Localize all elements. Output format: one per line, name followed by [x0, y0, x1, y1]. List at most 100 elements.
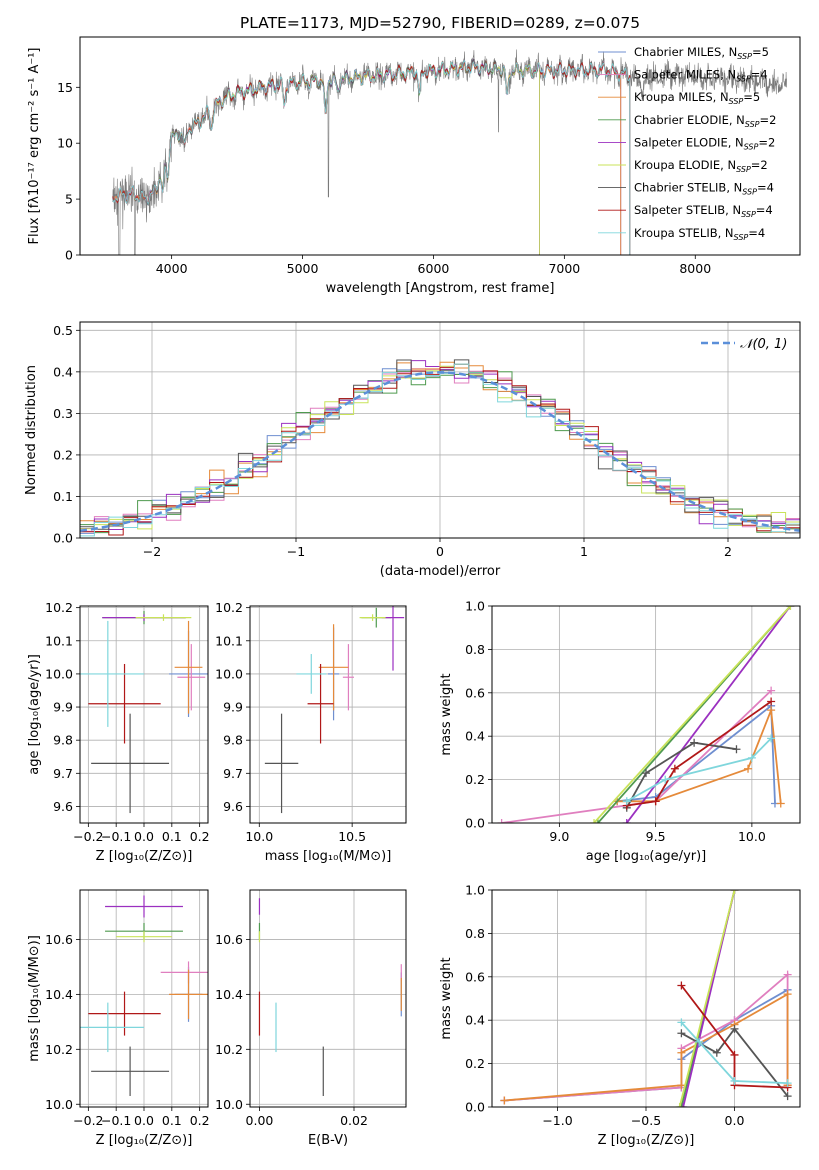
x-axis-label: E(B-V)	[308, 1133, 348, 1148]
x-tick-label: 10.0	[245, 829, 273, 844]
weight-line	[617, 709, 782, 804]
errorbar-point	[342, 644, 354, 711]
x-tick-label: −1.0	[542, 1113, 572, 1128]
weight-marker	[783, 1079, 792, 1088]
y-tick-label: 0.0	[465, 816, 485, 831]
axes-frame	[79, 889, 209, 1108]
plot-area-age-vs-mass	[250, 606, 406, 823]
y-tick-label: 10.2	[215, 1042, 243, 1057]
weight-marker	[783, 990, 792, 999]
weight-marker	[677, 1018, 686, 1027]
y-tick-label: 0.0	[465, 1100, 485, 1115]
weight-marker	[622, 819, 631, 823]
x-tick-label: 0.0	[134, 829, 154, 844]
weight-marker	[783, 970, 792, 979]
x-tick-label: 0.1	[162, 1113, 182, 1128]
y-tick-label: 9.8	[223, 733, 243, 748]
weight-marker	[744, 764, 753, 773]
x-axis-label: Z [log₁₀(Z/Z⊙)]	[598, 1133, 695, 1148]
errorbar-point	[135, 614, 192, 621]
weight-marker	[661, 775, 670, 784]
weight-marker	[500, 1096, 509, 1105]
y-tick-label: 0.3	[53, 406, 73, 421]
y-axis-label: mass [log₁₀(M/M⊙)]	[27, 935, 42, 1062]
legend-label-gauss: 𝒩(0, 1)	[740, 337, 787, 352]
x-tick-label: 0.2	[190, 829, 210, 844]
y-tick-label: 1.0	[465, 599, 485, 614]
errorbar-point	[91, 713, 170, 814]
weight-marker	[677, 1103, 686, 1107]
weight-marker	[622, 797, 631, 806]
weight-line	[625, 606, 792, 823]
axes-weight-vs-age: 9.0 9.5 10.0 0.0 0.2 0.4 0.6 0.8 1.0 age [log₁₀(a…	[439, 599, 801, 864]
weight-marker	[730, 1024, 739, 1033]
legend-label: Kroupa MILES, NSSP=5	[634, 90, 760, 106]
x-tick-label: 7000	[548, 261, 580, 276]
x-tick-label: −0.2	[73, 829, 103, 844]
y-tick-label: 9.7	[223, 766, 243, 781]
x-axis-label: age [log₁₀(age/yr)]	[586, 849, 707, 864]
legend-label: Chabrier ELODIE, NSSP=2	[634, 113, 776, 129]
plot-area-residuals	[80, 322, 800, 538]
axes-weight-vs-Z: −1.0 −0.5 0.0 0.0 0.2 0.4 0.6 0.8 1.0 Z [log₁₀(Z/…	[439, 883, 801, 1148]
x-tick-label: 0.00	[246, 1113, 274, 1128]
y-tick-label: 9.9	[223, 700, 243, 715]
weight-marker	[730, 1050, 739, 1059]
plot-area-mass-vs-EBV	[250, 890, 406, 1107]
y-tick-label: 0.2	[465, 772, 485, 787]
axes-frame	[249, 605, 407, 824]
y-tick-label: 10.0	[45, 666, 73, 681]
axes-frame	[491, 605, 801, 824]
x-tick-label: 6000	[418, 261, 450, 276]
y-tick-label: 10.1	[45, 633, 73, 648]
weight-marker	[767, 734, 776, 743]
y-tick-label: 10.0	[45, 1097, 73, 1112]
x-tick-label: 8000	[679, 261, 711, 276]
x-tick-label: −2	[143, 544, 161, 559]
x-axis-label: (data-model)/error	[380, 564, 501, 579]
weight-marker	[695, 1037, 704, 1046]
x-tick-label: 9.0	[549, 829, 569, 844]
axes-age-vs-mass: 10.0 10.5 9.6 9.7 9.8 9.9 10.0 10.1 10.2 mass [lo…	[215, 600, 407, 864]
y-tick-label: 0.6	[465, 685, 485, 700]
weight-marker	[730, 890, 739, 894]
x-tick-label: −0.1	[101, 829, 131, 844]
x-tick-label: 5000	[287, 261, 319, 276]
weight-marker	[730, 1076, 739, 1085]
errorbar-point	[318, 624, 349, 711]
weight-marker	[497, 819, 506, 823]
weight-marker	[677, 1048, 686, 1057]
y-tick-label: 10.6	[215, 932, 243, 947]
weight-line	[617, 703, 776, 804]
weight-marker	[677, 981, 686, 990]
x-tick-label: 10.5	[338, 829, 366, 844]
weight-marker	[651, 797, 660, 806]
weight-marker	[786, 606, 795, 610]
errorbar-point	[105, 895, 183, 918]
axes-frame	[249, 889, 407, 1108]
weight-line	[501, 689, 772, 823]
plot-area-spectrum	[112, 49, 787, 255]
y-tick-label: 10	[57, 136, 73, 151]
y-axis-label: mass weight	[439, 957, 454, 1039]
plot-area-age-vs-Z	[80, 606, 208, 823]
y-axis-label: mass weight	[439, 673, 454, 755]
x-tick-label: 0.1	[162, 829, 182, 844]
legend-label: Kroupa ELODIE, NSSP=2	[634, 158, 768, 174]
weight-marker	[677, 1029, 686, 1038]
y-tick-label: 9.9	[53, 700, 73, 715]
x-tick-label: 0	[436, 544, 444, 559]
errorbar-point	[169, 969, 208, 1020]
axes-age-vs-Z: −0.2−0.1 0.0 0.1 0.2 9.6 9.7 9.8 9.9 10.0 10.1 10.…	[27, 600, 210, 864]
spectrum-model-line	[112, 59, 622, 255]
y-tick-label: 10.0	[215, 666, 243, 681]
x-axis-label: Z [log₁₀(Z/Z⊙)]	[96, 849, 193, 864]
x-tick-label: 0.2	[190, 1113, 210, 1128]
y-tick-label: 0.5	[53, 323, 73, 338]
y-axis-label: Flux [fλ10⁻¹⁷ erg cm⁻² s⁻¹ A⁻¹]	[27, 48, 42, 245]
weight-marker	[783, 1092, 792, 1101]
y-tick-label: 10.6	[45, 932, 73, 947]
y-tick-label: 10.2	[45, 1042, 73, 1057]
y-tick-label: 0.2	[465, 1056, 485, 1071]
legend-label: Salpeter MILES, NSSP=4	[634, 68, 768, 84]
